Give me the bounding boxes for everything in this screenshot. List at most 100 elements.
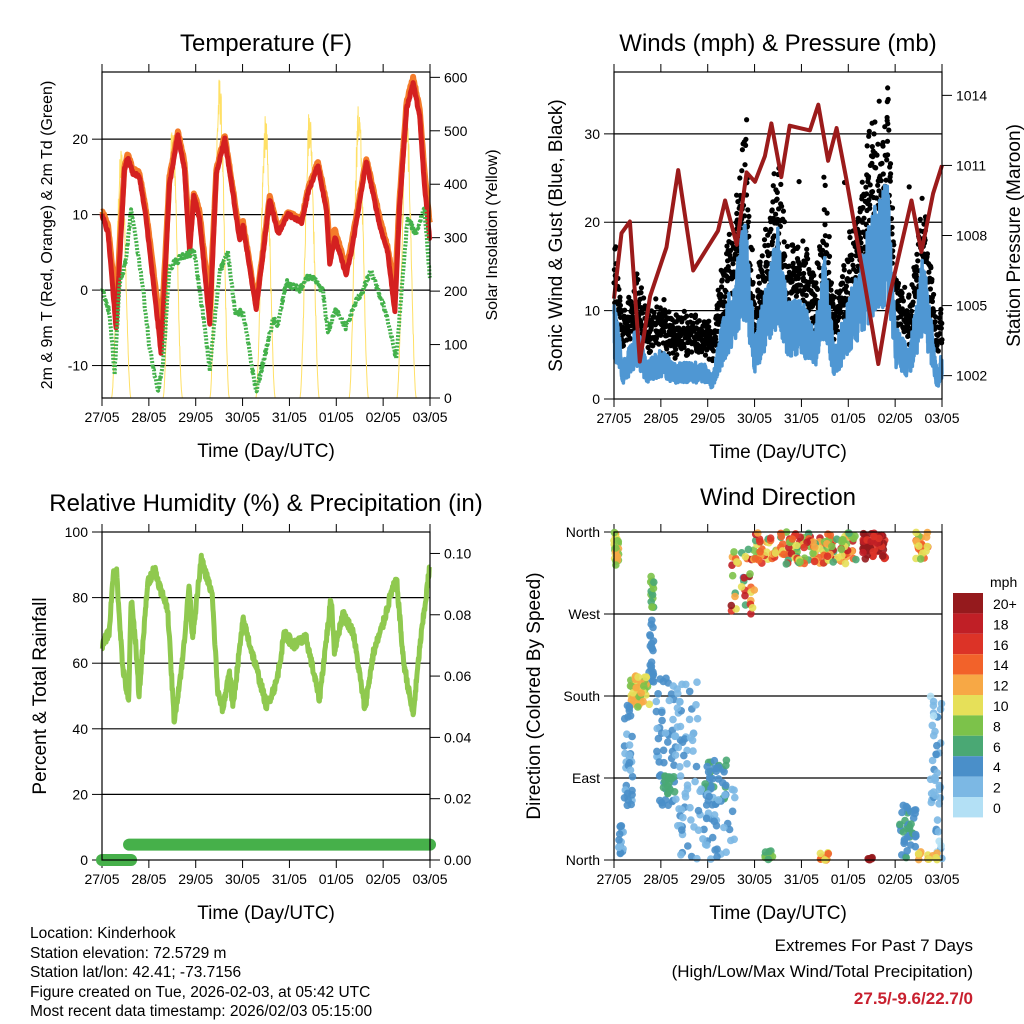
gust-point [828,287,834,293]
speed-legend: mph 20+ 18 16 14 12 10 8 6 4 2 0 [953,574,1017,818]
x-tick-label: 02/05 [878,410,913,426]
gust-point [884,138,891,144]
gust-point [719,277,725,283]
wind-direction-point [686,803,694,812]
y-tick-label: South [563,688,600,704]
gust-point [635,277,641,283]
wind-direction-point [667,774,676,783]
wind-direction-point [714,796,723,804]
gust-point [689,349,695,355]
gust-point [743,142,749,148]
gust-point [885,152,891,158]
wind-direction-point [687,816,695,824]
wind-direction-point [838,538,846,546]
gust-point [745,207,751,213]
gust-point [784,243,791,249]
gust-point [889,224,895,230]
gust-point [849,257,855,263]
gust-point [647,348,654,354]
y-axis-label: Sonic Wind & Gust (Blue, Black) [546,99,567,371]
gust-point [859,179,865,185]
wind-direction-point [677,851,685,859]
wind-direction-point [934,827,943,836]
wind-direction-point [653,724,661,733]
gust-point [867,182,873,188]
wind-direction-point [826,531,835,539]
x-axis-label: Time (Day/UTC) [197,903,335,924]
y-tick-label: -10 [68,358,88,374]
gust-point [724,273,730,280]
wind-direction-point [718,779,727,787]
gust-point [673,319,680,325]
gust-point [931,308,937,314]
wind-direction-point [611,544,620,552]
x-tick-label: 29/05 [178,409,213,425]
gust-point [669,324,676,330]
gust-point [722,294,728,300]
y-right-tick-label: 0.08 [444,607,471,623]
legend-swatch [953,654,983,675]
extremes-value: 27.5/-9.6/22.7/0 [854,989,973,1008]
wind-direction-point [811,543,819,551]
gust-point [801,270,807,277]
wind-direction-point [933,769,941,777]
gust-point [629,310,636,316]
gust-point [627,336,633,342]
gust-point [863,184,869,190]
legend-swatch [953,735,983,757]
wind-direction-point [674,743,683,752]
wind-direction-point [780,550,788,559]
gust-point [774,196,780,202]
plot-frame [101,71,431,399]
wind-direction-point [740,574,748,582]
wind-direction-point [929,712,938,720]
y-axis-right-label: Station Pressure (Maroon) [1004,124,1024,347]
wind-direction-point [625,741,634,749]
y-tick-label: 60 [72,655,88,671]
wind-direction-point [701,780,709,788]
wind-direction-point [720,823,728,832]
gust-point [876,188,882,194]
x-tick-label: 27/05 [596,410,631,426]
gust-point [681,308,687,314]
wind-direction-point [664,789,672,797]
wind-direction-point [900,835,909,844]
wind-direction-point [625,706,634,715]
wind-direction-point [824,850,833,858]
gust-point [743,136,749,142]
x-tick-label: 31/05 [272,871,307,887]
gust-point [822,222,828,228]
gust-point [878,178,884,184]
wind-direction-point [918,549,927,557]
wind-direction-point [722,848,730,856]
wind-direction-point [914,850,923,858]
x-tick-label: 30/05 [225,871,260,887]
legend-label: 0 [993,800,1001,816]
y-right-tick-label: 0.00 [444,852,471,868]
wind-direction-point [702,814,711,823]
wind-direction-point [628,772,637,781]
wind-direction-point [931,791,940,800]
y-right-tick-label: 1014 [956,87,987,103]
wind-direction-point [710,811,719,819]
wind-direction-point [737,583,746,591]
gust-point [653,296,659,302]
gust-point [875,141,881,147]
gust-point [848,252,855,258]
wind-direction-point [684,842,692,850]
gust-point [838,310,844,316]
footer-elevation: Station elevation: 72.5729 m [30,945,226,962]
gust-point [699,349,705,355]
gust-point [664,346,670,352]
gust-point [803,260,809,266]
wind-direction-point [809,549,817,558]
wind-direction-point [851,532,859,540]
gust-point [706,318,712,324]
gust-point [821,174,827,180]
gust-point [885,85,891,91]
gust-point [924,251,931,257]
wind-direction-point [637,689,645,697]
y-tick-label: 100 [65,524,89,540]
gust-point [763,226,769,232]
gust-point [781,219,788,225]
